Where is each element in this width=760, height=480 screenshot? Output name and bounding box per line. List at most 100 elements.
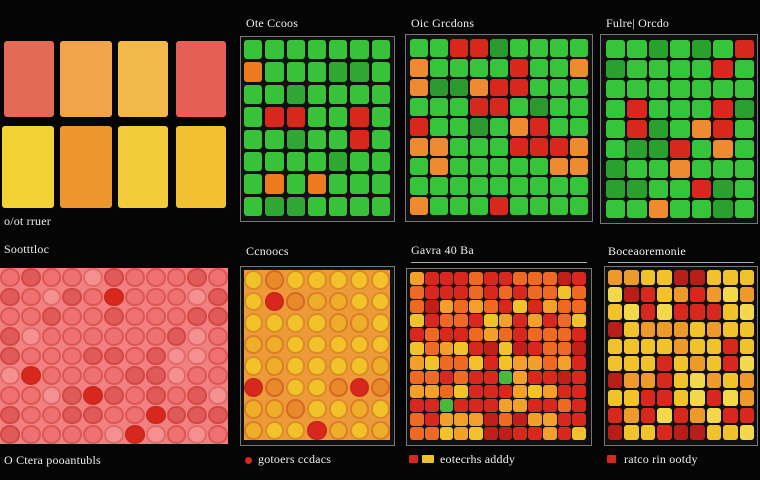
grid-cell [41,268,62,287]
grid-cell [424,384,439,398]
grid-cell [470,58,488,77]
grid-cell [424,426,439,440]
grid-cell [739,355,754,372]
grid-cell [208,346,228,366]
cell-grid-bottom-left [0,268,228,444]
grid-cell [513,272,527,286]
grid-cell [483,426,498,440]
grid-cell [166,346,187,366]
caption-bottom-4: ratco rin ootdy [624,452,698,466]
grid-cell [83,425,104,444]
grid-cell [104,366,124,385]
grid-cell [498,342,513,356]
grid-cell [208,385,228,405]
grid-cell [528,398,542,412]
grid-cell [657,424,672,440]
grid-cell [706,270,722,286]
grid-cell [557,314,572,328]
grid-cell [104,287,124,307]
grid-cell [62,385,83,405]
grid-cell [286,291,306,311]
grid-cell [350,174,369,194]
grid-cell [648,160,669,178]
cell-grid-bottom-2 [244,270,390,440]
grid-cell [307,196,327,216]
grid-cell [608,270,623,286]
grid-cell [286,40,305,60]
grid-cell [513,328,527,342]
grid-cell [439,300,454,314]
grid-cell [640,390,656,406]
grid-cell [124,405,145,425]
grid-cell [349,377,369,397]
grid-cell [640,304,656,320]
grid-cell [454,286,468,300]
grid-cell [450,118,468,136]
grid-cell [528,286,542,300]
grid-cell [265,377,285,397]
grid-cell [244,40,263,60]
grid-cell [265,356,285,376]
grid-cell [371,151,390,172]
grid-cell [329,62,348,82]
grid-cell [370,399,390,419]
grid-cell [371,62,390,82]
grid-cell [530,39,548,57]
grid-cell [350,196,369,216]
grid-cell [410,370,424,384]
grid-cell [454,370,468,384]
grid-cell [542,300,557,314]
grid-cell [606,120,626,138]
grid-cell [410,286,424,300]
grid-cell [0,326,20,346]
grid-cell [350,151,369,172]
title-rule-2 [608,262,754,263]
panel-title-top-3: Oic Grcdons [411,16,475,30]
grid-cell [370,356,390,376]
grid-cell [608,355,623,372]
grid-cell [208,307,228,326]
grid-cell [349,356,369,376]
grid-cell [104,307,124,326]
grid-cell [606,40,626,58]
grid-cell [124,346,145,366]
grid-cell [706,407,722,423]
grid-cell [542,370,557,384]
grid-cell [208,405,228,425]
grid-cell [286,129,305,149]
grid-cell [657,287,672,303]
grid-cell [424,286,439,300]
grid-cell [490,58,508,77]
grid-cell [608,424,623,440]
grid-cell [349,291,369,311]
grid-cell [557,398,572,412]
grid-cell [657,373,672,389]
grid-cell [528,412,542,426]
grid-cell [329,107,348,127]
grid-cell [265,174,284,194]
grid-cell [208,268,228,287]
grid-cell [286,399,306,419]
grid-cell [265,399,285,419]
grid-cell [706,390,722,406]
grid-cell [470,177,488,196]
grid-cell [83,366,104,385]
grid-cell [673,373,689,389]
grid-cell [244,129,263,149]
grid-cell [104,385,124,405]
grid-cell [265,107,284,127]
grid-cell [657,355,672,372]
grid-cell [648,60,669,78]
grid-cell [208,287,228,307]
grid-cell [424,328,439,342]
grid-cell [166,287,187,307]
grid-cell [572,314,586,328]
grid-cell [371,107,390,127]
grid-cell [557,272,572,286]
grid-cell [530,197,548,215]
grid-cell [624,390,639,406]
grid-cell [328,420,348,440]
grid-cell [424,398,439,412]
grid-cell [606,60,626,78]
grid-cell [244,399,264,419]
